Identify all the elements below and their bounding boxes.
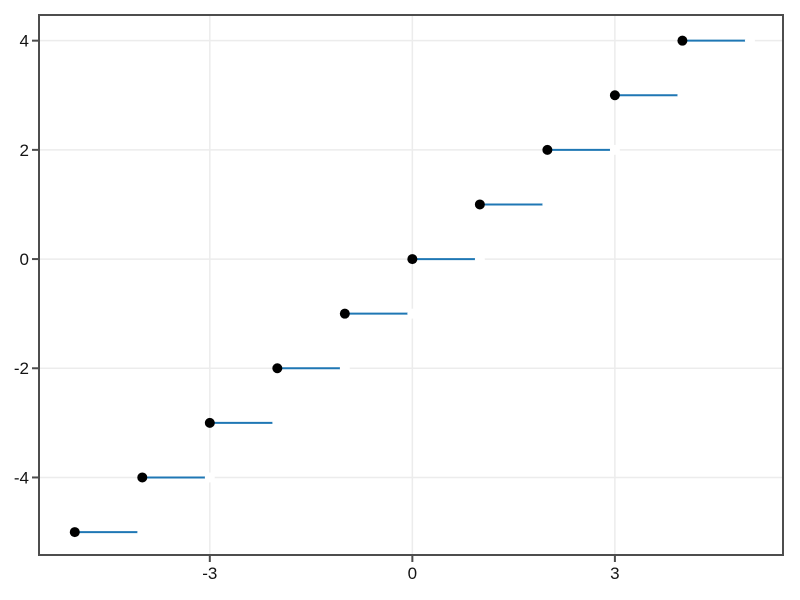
open-endpoint-marker (272, 417, 283, 428)
closed-endpoint-marker (542, 144, 553, 155)
y-tick-label: -4 (14, 468, 29, 487)
open-endpoint-marker (542, 199, 553, 210)
y-tick-label: -2 (14, 359, 29, 378)
closed-endpoint-marker (407, 254, 418, 265)
closed-endpoint-marker (677, 35, 688, 46)
tick-labels: -3 0 3 -4 -2 0 2 4 (14, 32, 620, 583)
open-endpoints (137, 35, 755, 538)
axis-frame (38, 14, 784, 556)
closed-endpoints (69, 35, 688, 538)
open-endpoint-marker (474, 254, 485, 265)
tick-marks (32, 39, 616, 562)
x-tick-label: 0 (408, 564, 417, 583)
x-tick-label: -3 (202, 564, 217, 583)
closed-endpoint-marker (609, 90, 620, 101)
open-endpoint-marker (744, 35, 755, 46)
closed-endpoint-marker (339, 308, 350, 319)
y-tick-label: 2 (20, 141, 29, 160)
closed-endpoint-marker (204, 417, 215, 428)
open-endpoint-marker (407, 308, 418, 319)
step-segments (74, 39, 750, 534)
open-endpoint-marker (609, 144, 620, 155)
open-endpoint-marker (339, 363, 350, 374)
y-tick-label: 4 (20, 32, 29, 51)
open-endpoint-marker (137, 527, 148, 538)
closed-endpoint-marker (474, 199, 485, 210)
y-tick-label: 0 (20, 250, 29, 269)
x-tick-label: 3 (610, 564, 619, 583)
closed-endpoint-marker (137, 472, 148, 483)
closed-endpoint-marker (272, 363, 283, 374)
open-endpoint-marker (677, 90, 688, 101)
open-endpoint-marker (204, 472, 215, 483)
closed-endpoint-marker (69, 527, 80, 538)
